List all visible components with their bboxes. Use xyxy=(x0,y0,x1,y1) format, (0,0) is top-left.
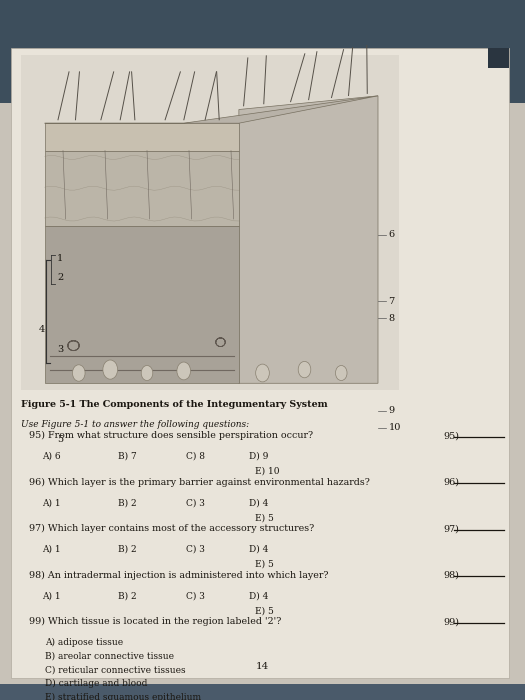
Circle shape xyxy=(103,360,118,379)
Text: C) 8: C) 8 xyxy=(186,452,205,461)
Text: 6: 6 xyxy=(388,230,395,239)
Text: D) 4: D) 4 xyxy=(249,498,269,508)
Text: C) 3: C) 3 xyxy=(186,592,205,601)
Text: B) 2: B) 2 xyxy=(118,592,136,601)
Polygon shape xyxy=(488,48,509,69)
Bar xyxy=(21,55,399,390)
Text: D) cartilage and blood: D) cartilage and blood xyxy=(45,679,147,688)
Text: Use Figure 5-1 to answer the following questions:: Use Figure 5-1 to answer the following q… xyxy=(21,419,249,428)
Text: B) 2: B) 2 xyxy=(118,545,136,554)
Text: D) 4: D) 4 xyxy=(249,545,269,554)
Text: Figure 5-1 The Components of the Integumentary System: Figure 5-1 The Components of the Integum… xyxy=(21,400,328,410)
Text: E) 10: E) 10 xyxy=(255,467,279,476)
Text: 96) Which layer is the primary barrier against environmental hazards?: 96) Which layer is the primary barrier a… xyxy=(29,477,370,486)
Text: 97) Which layer contains most of the accessory structures?: 97) Which layer contains most of the acc… xyxy=(29,524,314,533)
Text: A) 1: A) 1 xyxy=(42,592,60,601)
Text: B) 2: B) 2 xyxy=(118,498,136,508)
Circle shape xyxy=(177,362,191,380)
Circle shape xyxy=(72,365,85,382)
Text: B) 7: B) 7 xyxy=(118,452,137,461)
Text: D) 4: D) 4 xyxy=(249,592,269,601)
Text: 10: 10 xyxy=(388,424,401,433)
Text: 1: 1 xyxy=(57,254,64,263)
Text: 9: 9 xyxy=(388,406,395,415)
Text: 14: 14 xyxy=(256,662,269,671)
Text: A) 1: A) 1 xyxy=(42,545,60,554)
Text: 95): 95) xyxy=(444,431,459,440)
Text: A) adipose tissue: A) adipose tissue xyxy=(45,638,123,647)
Text: 5: 5 xyxy=(57,435,64,444)
Circle shape xyxy=(335,365,347,381)
Text: B) areolar connective tissue: B) areolar connective tissue xyxy=(45,652,174,661)
Circle shape xyxy=(256,364,269,382)
Text: E) 5: E) 5 xyxy=(255,560,274,569)
Polygon shape xyxy=(239,96,378,384)
Text: C) 3: C) 3 xyxy=(186,498,205,508)
Text: 99) Which tissue is located in the region labeled '2'?: 99) Which tissue is located in the regio… xyxy=(29,617,281,626)
Text: E) 5: E) 5 xyxy=(255,606,274,615)
Text: 98): 98) xyxy=(444,570,459,580)
Text: D) 9: D) 9 xyxy=(249,452,269,461)
Text: 95) From what structure does sensible perspiration occur?: 95) From what structure does sensible pe… xyxy=(29,431,313,440)
Text: 2: 2 xyxy=(57,273,64,281)
Text: 99): 99) xyxy=(444,617,459,626)
Text: 98) An intradermal injection is administered into which layer?: 98) An intradermal injection is administ… xyxy=(29,570,328,580)
Circle shape xyxy=(298,361,311,378)
Circle shape xyxy=(141,365,153,381)
Text: 8: 8 xyxy=(388,314,395,323)
Bar xyxy=(0,0,525,103)
Text: 7: 7 xyxy=(388,297,395,306)
Text: A) 1: A) 1 xyxy=(42,498,60,508)
Text: 96): 96) xyxy=(444,477,459,486)
Bar xyxy=(45,123,239,150)
Text: A) 6: A) 6 xyxy=(42,452,60,461)
Text: 3: 3 xyxy=(57,344,64,354)
Text: E) stratified squamous epithelium: E) stratified squamous epithelium xyxy=(45,692,201,700)
Polygon shape xyxy=(45,96,378,123)
Bar xyxy=(45,150,239,226)
Text: E) 5: E) 5 xyxy=(255,513,274,522)
Bar xyxy=(0,103,525,685)
Text: 97): 97) xyxy=(444,524,459,533)
Bar xyxy=(45,226,239,384)
Text: C) 3: C) 3 xyxy=(186,545,205,554)
Text: 4: 4 xyxy=(39,326,45,335)
Text: C) reticular connective tissues: C) reticular connective tissues xyxy=(45,665,185,674)
